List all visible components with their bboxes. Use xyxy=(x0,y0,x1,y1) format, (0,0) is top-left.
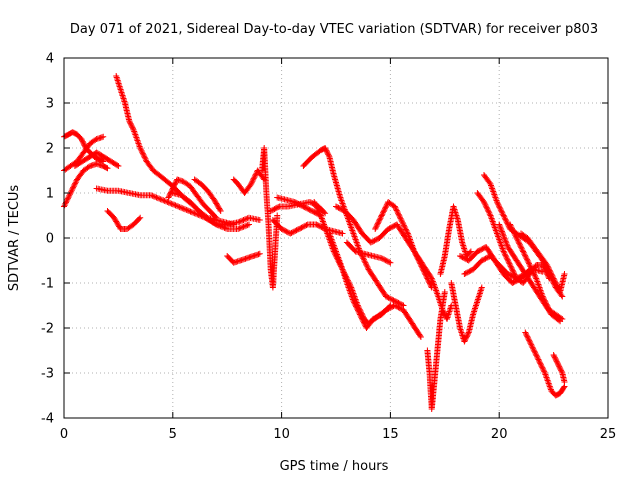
data-markers xyxy=(550,352,568,385)
series-arc-25 xyxy=(448,280,485,345)
data-markers xyxy=(326,230,394,331)
series-arc-21 xyxy=(343,239,394,266)
series-arc-34 xyxy=(550,352,568,385)
series-arc-13 xyxy=(259,145,281,291)
y-tick-label: -4 xyxy=(41,412,54,427)
data-markers xyxy=(448,280,485,345)
y-tick-label: 2 xyxy=(46,142,54,157)
data-markers xyxy=(437,203,474,277)
x-tick-label: 0 xyxy=(60,427,68,442)
data-markers xyxy=(259,145,281,291)
series-arc-33 xyxy=(522,329,568,399)
y-tick-label: 1 xyxy=(46,187,54,202)
axes-ticks: 0 5 10 15 20 25 -4 -3 -2 -1 0 1 2 3 4 xyxy=(41,52,616,443)
data-markers xyxy=(424,289,448,412)
data-markers xyxy=(518,230,568,295)
x-tick-label: 20 xyxy=(491,427,508,442)
series-arc-22 xyxy=(372,199,435,291)
data-markers xyxy=(522,329,568,399)
series-arc-12 xyxy=(230,167,268,196)
data-markers xyxy=(104,208,144,232)
data-markers xyxy=(165,176,220,221)
x-tick-label: 5 xyxy=(169,427,177,442)
series-arc-11 xyxy=(224,250,263,266)
data-markers xyxy=(224,250,263,266)
data-layer xyxy=(61,73,568,412)
data-markers xyxy=(169,190,237,228)
series-arc-23 xyxy=(424,289,448,412)
data-markers xyxy=(269,217,346,237)
y-tick-label: -1 xyxy=(41,277,54,292)
series-arc-9 xyxy=(169,190,237,228)
series-arc-24 xyxy=(437,203,474,277)
y-tick-label: 4 xyxy=(46,52,54,67)
series-arc-8 xyxy=(165,176,220,221)
y-tick-label: 3 xyxy=(46,97,54,112)
y-tick-label: -2 xyxy=(41,322,54,337)
x-tick-label: 25 xyxy=(600,427,617,442)
series-arc-19 xyxy=(326,230,394,331)
series-arc-10 xyxy=(191,176,224,214)
chart-title: Day 071 of 2021, Sidereal Day-to-day VTE… xyxy=(70,22,598,37)
series-arc-15 xyxy=(274,194,324,219)
data-markers xyxy=(507,221,566,322)
series-arc-4 xyxy=(71,149,122,169)
series-arc-32 xyxy=(518,230,568,295)
x-tick-label: 15 xyxy=(382,427,399,442)
x-axis-label: GPS time / hours xyxy=(280,459,389,474)
series-arc-7 xyxy=(104,208,144,232)
data-markers xyxy=(191,176,224,214)
data-markers xyxy=(343,239,394,266)
y-tick-label: -3 xyxy=(41,367,54,382)
series-arc-16 xyxy=(269,217,346,237)
data-markers xyxy=(274,194,324,219)
data-markers xyxy=(230,167,268,196)
series-arc-31 xyxy=(507,221,566,322)
y-tick-label: 0 xyxy=(46,232,54,247)
data-markers xyxy=(372,199,435,291)
y-axis-label: SDTVAR / TECUs xyxy=(7,185,22,292)
x-tick-label: 10 xyxy=(273,427,290,442)
data-markers xyxy=(71,149,122,169)
